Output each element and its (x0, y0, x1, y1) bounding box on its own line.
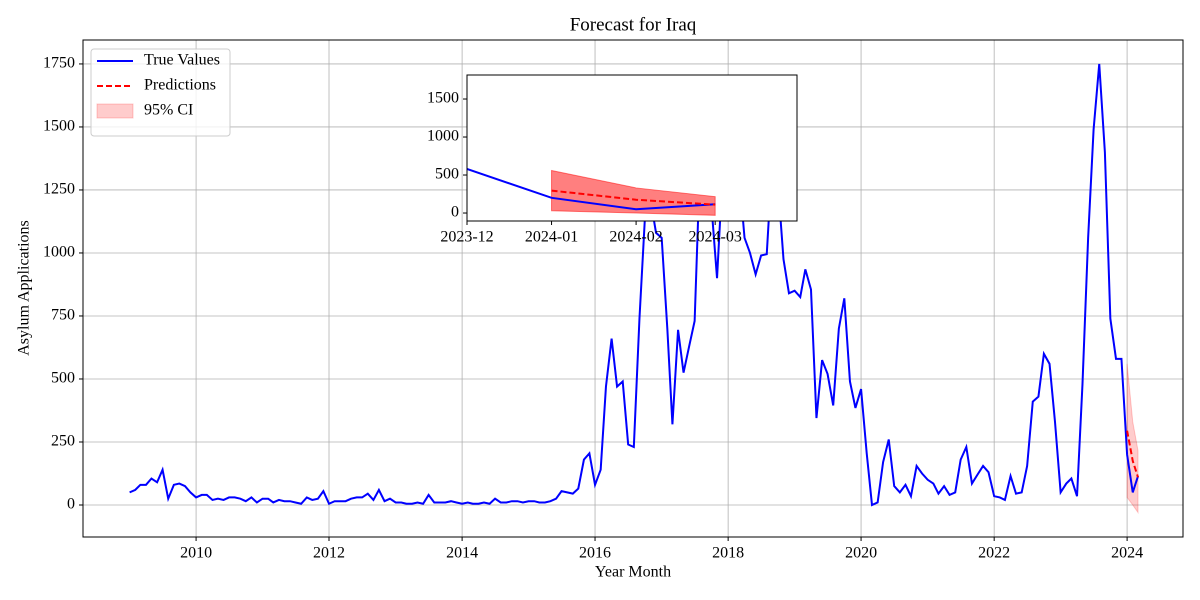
y-tick-label: 0 (67, 496, 75, 513)
x-tick-label: 2020 (845, 545, 877, 562)
chart-title: Forecast for Iraq (570, 14, 697, 35)
y-tick-label: 1750 (43, 55, 75, 72)
y-tick-label: 500 (51, 370, 75, 387)
x-tick-label: 2010 (180, 545, 212, 562)
y-axis-label: Asylum Applications (16, 220, 33, 356)
x-tick-label: 2024-03 (689, 229, 742, 246)
y-tick-label: 500 (435, 166, 459, 183)
y-tick-label: 1500 (43, 118, 75, 135)
x-tick-label: 2024 (1111, 545, 1143, 562)
x-tick-label: 2012 (313, 545, 345, 562)
x-tick-label: 2022 (978, 545, 1010, 562)
x-tick-label: 2024-02 (609, 229, 662, 246)
legend-frame (90, 48, 231, 137)
y-tick-label: 1250 (43, 181, 75, 198)
legend-label: 95% CI (144, 102, 193, 119)
y-tick-label: 1500 (427, 90, 459, 107)
y-tick-label: 1000 (427, 128, 459, 145)
series-line (1126, 430, 1139, 478)
x-tick-label: 2016 (579, 545, 611, 562)
plot-frame (82, 39, 1184, 538)
plot-area (129, 63, 1139, 515)
x-axis-label: Year Month (595, 564, 671, 581)
x-tick-label: 2014 (446, 545, 478, 562)
y-tick-label: 1000 (43, 244, 75, 261)
series-line (467, 167, 716, 211)
legend-swatch (96, 103, 134, 119)
y-tick-label: 750 (51, 307, 75, 324)
y-tick-label: 0 (451, 204, 459, 221)
series-line (551, 189, 716, 206)
y-tick-label: 250 (51, 433, 75, 450)
legend-label: True Values (144, 52, 220, 69)
legend-label: Predictions (144, 77, 216, 94)
plot-area (467, 167, 716, 216)
x-tick-label: 2018 (712, 545, 744, 562)
x-tick-label: 2023-12 (440, 229, 493, 246)
plot-frame (466, 74, 798, 222)
series-line (129, 63, 1139, 507)
x-tick-label: 2024-01 (525, 229, 578, 246)
